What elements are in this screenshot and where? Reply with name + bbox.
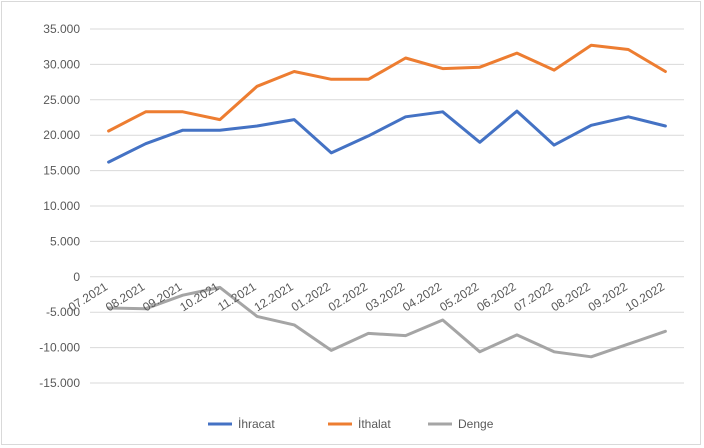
series-lines <box>107 43 667 359</box>
legend: İhracat İthalat Denge <box>208 417 494 431</box>
y-axis-tick-labels: 35.000 30.000 25.000 20.000 15.000 10.000 5.00… <box>39 22 80 390</box>
x-tick-label: 07.2022 <box>511 279 555 314</box>
y-tick-label: 0 <box>73 270 80 284</box>
gridlines <box>90 28 684 384</box>
y-tick-label: -10.000 <box>39 341 80 355</box>
x-tick-label: 10.2021 <box>177 279 221 314</box>
series-line-denge <box>107 285 667 359</box>
legend-label-ihracat: İhracat <box>238 417 275 431</box>
y-tick-label: -5.000 <box>46 305 80 319</box>
x-tick-label: 02.2022 <box>326 279 370 314</box>
x-tick-label: 06.2022 <box>474 279 518 314</box>
y-tick-label: 30.000 <box>43 57 80 71</box>
x-tick-label: 03.2022 <box>363 279 407 314</box>
y-tick-label: -15.000 <box>39 376 80 390</box>
y-tick-label: 10.000 <box>43 199 80 213</box>
x-tick-label: 08.2022 <box>549 279 593 314</box>
y-tick-label: 15.000 <box>43 164 80 178</box>
legend-label-ithalat: İthalat <box>358 417 391 431</box>
x-tick-label: 01.2022 <box>289 279 333 314</box>
y-tick-label: 25.000 <box>43 93 80 107</box>
series-line-ithalat <box>107 43 667 133</box>
y-tick-label: 35.000 <box>43 22 80 36</box>
x-tick-label: 09.2022 <box>586 279 630 314</box>
x-tick-label: 07.2021 <box>66 279 110 314</box>
x-tick-label: 12.2021 <box>252 279 296 314</box>
x-tick-label: 11.2021 <box>215 279 259 314</box>
x-axis-tick-labels: 07.202108.202109.202110.202111.202112.20… <box>66 279 667 314</box>
y-tick-label: 20.000 <box>43 128 80 142</box>
legend-label-denge: Denge <box>458 417 494 431</box>
x-tick-label: 10.2022 <box>623 279 667 314</box>
series-line-ihracat <box>107 109 667 164</box>
x-tick-label: 04.2022 <box>400 279 444 314</box>
x-tick-label: 05.2022 <box>437 279 481 314</box>
y-tick-label: 5.000 <box>50 234 80 248</box>
